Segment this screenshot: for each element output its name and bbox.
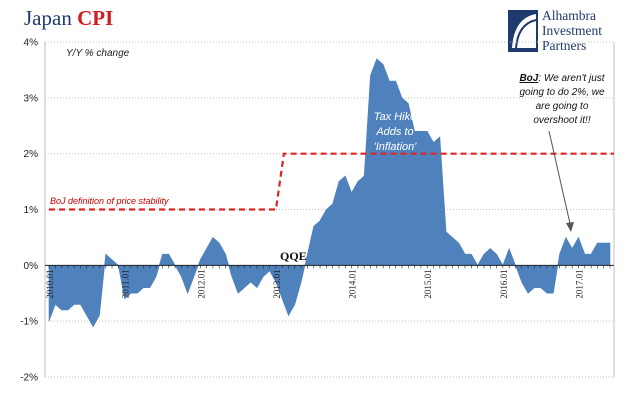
area-layer <box>48 58 611 328</box>
annotation-boj-quote-line: going to do 2%, we <box>519 87 604 98</box>
x-tick-label: 2015.01 <box>423 269 433 298</box>
boj-policy-target-line <box>49 152 614 211</box>
y-tick-label: 2% <box>24 149 39 160</box>
chart-title: Japan CPI <box>24 6 113 31</box>
y-tick-label: 1% <box>24 205 39 216</box>
annotation-boj-quote-line-1: BoJ: We aren't just <box>519 73 605 84</box>
company-logo: Alhambra Investment Partners <box>508 8 640 56</box>
y-tick-label: 0% <box>24 261 39 272</box>
annotation-boj-quote-line: are going to <box>536 101 589 112</box>
x-tick-label: 2012.01 <box>196 269 206 298</box>
logo-text: Alhambra Investment Partners <box>542 8 602 53</box>
annotation-qqe: QQE <box>280 249 307 263</box>
annotation-boj-quote-line: overshoot it!! <box>533 115 590 126</box>
logo-line-3: Partners <box>542 38 587 53</box>
y-tick-label: -2% <box>20 373 38 384</box>
cpi-area-series <box>48 58 611 328</box>
chart-title-main: Japan <box>24 6 72 30</box>
annotation-arrow-head-icon <box>566 222 574 232</box>
annotation-tax-hike: Adds to <box>375 126 413 138</box>
annotation-tax-hike: Tax Hike <box>374 111 416 123</box>
annotation-arrow-line <box>548 130 572 229</box>
annotation-boj-definition: BoJ definition of price stability <box>50 196 169 206</box>
axis-layer: -2% -1% 0% 1% 2% 3% 4% 2010.01 2011.01 2012.01 201… <box>20 38 614 384</box>
logo-line-1: Alhambra <box>542 8 596 23</box>
logo-mark-icon <box>508 10 538 52</box>
y-tick-label: 3% <box>24 93 39 104</box>
y-tick-label: -1% <box>20 317 38 328</box>
x-tick-label: 2017.01 <box>574 269 584 298</box>
annotation-tax-hike: 'Inflation' <box>374 141 418 153</box>
chart-title-accent: CPI <box>77 6 114 30</box>
x-tick-label: 2014.01 <box>348 269 358 298</box>
x-tick-label: 2013.01 <box>272 269 282 298</box>
grid-layer <box>44 41 615 378</box>
x-tick-label: 2016.01 <box>499 269 509 298</box>
y-tick-label: 4% <box>24 38 39 49</box>
x-tick-label: 2011.01 <box>121 269 131 298</box>
x-tick-label: 2010.01 <box>45 269 55 298</box>
policy-layer <box>49 152 614 211</box>
chart-subtitle: Y/Y % change <box>66 48 130 59</box>
logo-line-2: Investment <box>542 23 602 38</box>
annotation-layer: BoJ definition of price stability QQE Tax … <box>50 73 606 263</box>
